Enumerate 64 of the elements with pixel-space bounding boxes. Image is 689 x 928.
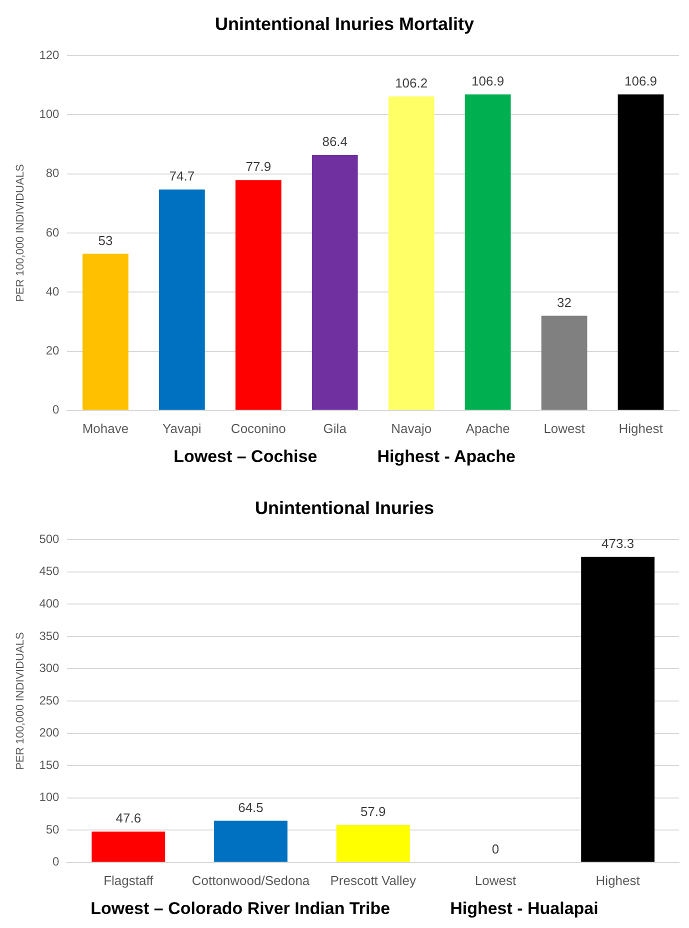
data-label: 53 <box>98 232 113 248</box>
x-tick-label: Lowest <box>544 420 586 436</box>
text: Highest - Hualapai <box>450 899 598 919</box>
data-label: 86.4 <box>322 134 348 150</box>
bar <box>92 832 166 862</box>
y-tick-label: 0 <box>52 854 60 869</box>
y-tick-label: 350 <box>39 628 60 643</box>
y-tick-label: 100 <box>39 790 60 804</box>
data-label: 106.9 <box>472 73 504 88</box>
bar <box>618 94 664 410</box>
chart-title: Unintentional Inuries Mortality <box>214 14 474 34</box>
x-tick-label: Mohave <box>82 420 129 436</box>
data-label: 106.2 <box>395 75 428 90</box>
bar <box>235 180 282 410</box>
bar <box>388 96 434 410</box>
y-tick-label: 50 <box>46 822 60 836</box>
data-label: 64.5 <box>238 800 264 815</box>
y-axis-title: PER 100,000 INDIVIDUALS <box>14 632 27 770</box>
y-tick-label: 150 <box>39 758 60 772</box>
x-tick-label: Gila <box>323 420 348 436</box>
x-tick-label: Lowest <box>474 872 516 888</box>
x-tick-label: Highest <box>596 872 640 888</box>
bar <box>336 825 410 862</box>
bar <box>541 316 588 410</box>
text: Highest - Apache <box>377 447 516 467</box>
text: Lowest – Cochise <box>174 447 318 467</box>
bar <box>312 154 358 410</box>
y-tick-label: 120 <box>39 48 60 62</box>
x-tick-label: Cottonwood/Sedona <box>192 872 310 888</box>
y-tick-label: 250 <box>39 693 60 708</box>
bar <box>158 190 205 410</box>
bar <box>464 94 511 410</box>
y-tick-label: 400 <box>39 596 60 610</box>
bar <box>581 556 655 862</box>
data-label: 77.9 <box>246 159 272 174</box>
data-label: 473.3 <box>602 536 634 551</box>
x-tick-label: Coconino <box>230 420 286 436</box>
y-tick-label: 60 <box>46 225 60 240</box>
data-label: 57.9 <box>360 804 386 820</box>
bar <box>214 820 288 862</box>
data-label: 106.9 <box>624 73 658 88</box>
bar <box>82 254 128 410</box>
x-tick-label: Highest <box>618 420 664 436</box>
y-tick-label: 80 <box>46 166 60 180</box>
text: Lowest – Colorado River Indian Tribe <box>90 899 390 919</box>
x-tick-label: Yavapi <box>162 420 202 436</box>
y-axis-title: PER 100,000 INDIVIDUALS <box>14 164 27 302</box>
data-label: 0 <box>492 841 500 856</box>
x-tick-label: Prescott Valley <box>330 872 416 888</box>
y-tick-label: 20 <box>46 344 60 358</box>
y-tick-label: 300 <box>39 661 60 676</box>
data-label: 47.6 <box>116 810 142 826</box>
y-tick-label: 500 <box>39 532 60 546</box>
y-tick-label: 40 <box>46 284 60 298</box>
x-tick-label: Apache <box>466 420 510 436</box>
data-label: 32 <box>557 294 572 310</box>
y-tick-label: 0 <box>52 402 60 417</box>
x-tick-label: Navajo <box>391 420 432 436</box>
y-tick-label: 450 <box>39 564 60 578</box>
y-tick-label: 100 <box>39 107 60 122</box>
x-tick-label: Flagstaff <box>104 872 154 888</box>
data-label: 74.7 <box>169 168 195 184</box>
chart-title: Unintentional Inuries <box>254 498 434 518</box>
y-tick-label: 200 <box>39 726 60 740</box>
